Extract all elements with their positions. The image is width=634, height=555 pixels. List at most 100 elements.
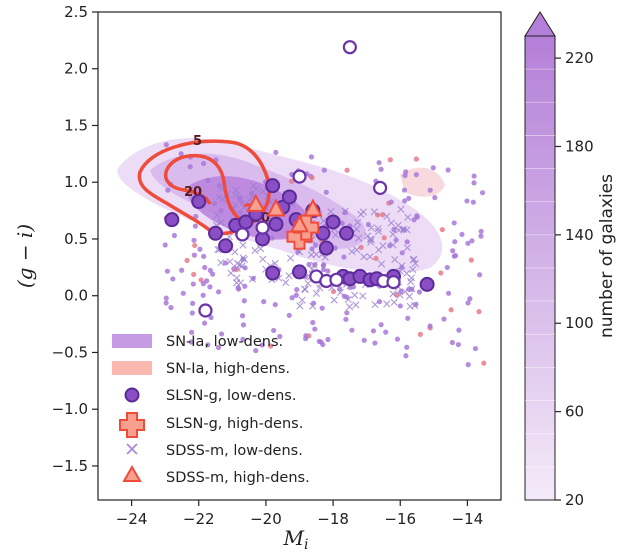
- sdss-m-low-dens-cross: [327, 207, 335, 216]
- field-galaxy-point: [405, 315, 411, 321]
- sdss-m-low-dens-cross: [389, 290, 397, 298]
- slsn-g-low-dens-point: [218, 238, 234, 254]
- field-galaxy-point: [394, 336, 401, 342]
- sdss-m-low-dens-cross: [367, 238, 375, 246]
- colorbar-extend-arrow: [524, 11, 556, 37]
- field-galaxy-point: [192, 223, 198, 229]
- slsn-g-low-dens-open-point: [235, 227, 250, 242]
- field-galaxy-point: [163, 295, 169, 301]
- field-galaxy-point: [189, 310, 195, 316]
- sdss-m-low-dens-cross: [398, 262, 406, 270]
- field-galaxy-point: [321, 262, 327, 268]
- sdss-m-low-dens-cross: [357, 210, 365, 218]
- field-galaxy-point: [471, 173, 477, 179]
- sdss-m-low-dens-cross: [298, 296, 306, 304]
- field-galaxy-point: [341, 254, 347, 260]
- legend-label-slsn-low: SLSN-g, low-dens.: [166, 388, 296, 404]
- sdss-m-low-dens-cross: [336, 288, 344, 297]
- field-galaxy-point: [202, 320, 208, 326]
- sdss-m-low-dens-cross: [367, 235, 375, 244]
- field-galaxy-point: [387, 157, 393, 163]
- sdss-m-low-dens-cross: [366, 253, 374, 261]
- sdss-m-low-dens-cross: [374, 225, 382, 233]
- sdss-m-low-dens-cross: [377, 260, 386, 268]
- slsn-g-low-dens-point: [268, 216, 284, 232]
- field-galaxy-point: [239, 313, 246, 319]
- sdss-m-low-dens-cross: [397, 205, 405, 213]
- slsn-g-low-dens-open-point: [255, 220, 270, 235]
- field-galaxy-point: [370, 328, 377, 334]
- sdss-m-low-dens-cross: [366, 235, 374, 243]
- x-axis: −24 −22 −20 −18 −16 −14: [116, 500, 483, 528]
- x-axis-label: Mi: [283, 526, 309, 553]
- slsn-g-low-dens-open-point: [329, 272, 344, 287]
- sdss-m-low-dens-cross: [251, 246, 259, 255]
- field-galaxy-point: [476, 309, 482, 315]
- field-galaxy-point: [445, 167, 451, 173]
- field-galaxy-point: [413, 156, 419, 162]
- field-galaxy-point: [187, 164, 193, 170]
- field-galaxy-point: [192, 242, 198, 249]
- sdss-m-low-dens-cross: [359, 292, 367, 300]
- sdss-m-low-dens-cross: [391, 255, 399, 264]
- field-galaxy-point: [332, 245, 338, 251]
- colorbar-tick-label: 180: [565, 137, 594, 155]
- field-galaxy-point: [376, 299, 383, 305]
- slsn-g-low-dens-point: [419, 276, 435, 292]
- sdss-m-low-dens-cross: [213, 211, 221, 219]
- sdss-m-low-dens-cross: [282, 278, 290, 287]
- x-tick-label: −18: [317, 510, 349, 528]
- field-galaxy-point: [273, 149, 279, 155]
- field-galaxy-point: [349, 327, 355, 333]
- sdss-m-low-dens-cross: [370, 208, 378, 216]
- field-galaxy-point: [452, 253, 459, 259]
- sdss-m-low-dens-cross: [248, 275, 256, 283]
- colorbar-tick-label: 100: [565, 314, 594, 332]
- field-galaxy-point: [164, 268, 171, 274]
- field-galaxy-point: [402, 172, 408, 179]
- slsn-g-low-dens-open-point: [386, 275, 401, 290]
- field-galaxy-point: [184, 257, 190, 263]
- sdss-m-low-dens-cross: [407, 278, 415, 286]
- field-galaxy-point: [478, 233, 484, 239]
- field-galaxy-point: [165, 187, 171, 193]
- sdss-m-low-dens-cross: [271, 259, 279, 267]
- colorbar-tick-label: 20: [565, 491, 584, 509]
- sdss-m-low-dens-cross: [400, 225, 408, 233]
- field-galaxy-point: [325, 336, 331, 343]
- field-galaxy-point: [441, 316, 447, 322]
- legend-label-slsn-high: SLSN-g, high-dens.: [166, 416, 303, 432]
- field-galaxy-point: [344, 310, 350, 316]
- field-galaxy-point: [465, 240, 471, 246]
- slsn-g-low-dens-open-point: [373, 180, 388, 196]
- sdss-m-low-dens-cross: [367, 224, 375, 232]
- sdss-m-low-dens-cross: [233, 274, 241, 282]
- sdss-m-low-dens-cross: [396, 291, 404, 299]
- sdss-m-low-dens-cross: [383, 212, 391, 220]
- field-galaxy-point: [468, 257, 474, 263]
- field-galaxy-point: [208, 314, 214, 321]
- sdss-m-low-dens-cross: [351, 291, 359, 299]
- field-galaxy-point: [207, 267, 213, 274]
- field-galaxy-point: [310, 319, 316, 326]
- field-galaxy-point: [271, 327, 277, 334]
- sdss-m-low-dens-cross: [354, 218, 362, 226]
- slsn-g-low-dens-point: [265, 265, 281, 281]
- sdss-m-low-dens-cross: [304, 279, 312, 288]
- sdss-m-low-dens-cross: [389, 241, 397, 249]
- field-galaxy-point: [393, 237, 399, 243]
- sn-ia-high-dens-patch: [400, 167, 445, 197]
- field-galaxy-point: [378, 322, 384, 328]
- field-galaxy-point: [202, 264, 208, 271]
- sdss-m-high-dens-point: [266, 198, 286, 217]
- sdss-m-high-dens-point: [246, 193, 266, 212]
- slsn-g-low-dens-point: [164, 212, 180, 228]
- field-galaxy-point: [470, 199, 476, 205]
- y-tick-label: 0.0: [64, 287, 88, 305]
- field-galaxy-point: [200, 281, 207, 287]
- legend-marker-sdss-low: [126, 443, 138, 455]
- field-galaxy-point: [361, 337, 367, 343]
- field-galaxy-point: [242, 265, 248, 271]
- sdss-m-low-dens-cross: [408, 285, 416, 293]
